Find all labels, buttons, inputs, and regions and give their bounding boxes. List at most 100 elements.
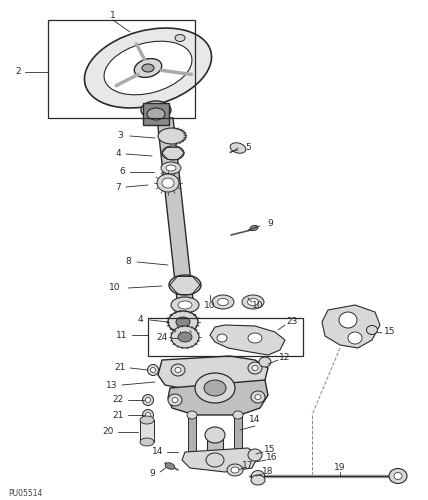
- Ellipse shape: [195, 373, 235, 403]
- Text: 8: 8: [125, 258, 131, 266]
- Text: 23: 23: [286, 318, 298, 326]
- Ellipse shape: [175, 368, 181, 372]
- Text: PU05514: PU05514: [8, 490, 42, 498]
- Text: 14: 14: [152, 448, 163, 456]
- Ellipse shape: [259, 357, 271, 367]
- Ellipse shape: [175, 34, 185, 42]
- Text: 6: 6: [119, 168, 125, 176]
- Ellipse shape: [187, 411, 197, 419]
- Text: 21: 21: [112, 410, 124, 420]
- Text: 15: 15: [384, 328, 396, 336]
- Ellipse shape: [251, 475, 265, 485]
- Ellipse shape: [176, 317, 190, 327]
- Ellipse shape: [104, 41, 192, 95]
- Bar: [148, 318, 303, 356]
- Ellipse shape: [217, 298, 229, 306]
- Polygon shape: [158, 356, 268, 390]
- Bar: [207, 435, 223, 460]
- Text: 16: 16: [266, 454, 278, 462]
- Text: 1: 1: [110, 12, 116, 20]
- Ellipse shape: [161, 162, 181, 174]
- Bar: [234, 415, 242, 455]
- Ellipse shape: [233, 411, 243, 419]
- Text: 2: 2: [15, 68, 21, 76]
- Ellipse shape: [252, 366, 258, 370]
- Text: 20: 20: [102, 428, 114, 436]
- Bar: [140, 420, 154, 442]
- Text: 10: 10: [109, 284, 121, 292]
- Text: 10: 10: [204, 300, 216, 310]
- Ellipse shape: [141, 101, 171, 119]
- Ellipse shape: [242, 295, 264, 309]
- Ellipse shape: [162, 146, 184, 160]
- Ellipse shape: [162, 178, 174, 188]
- Ellipse shape: [147, 108, 165, 120]
- Ellipse shape: [134, 58, 162, 78]
- Ellipse shape: [248, 449, 262, 461]
- Ellipse shape: [389, 468, 407, 483]
- Ellipse shape: [248, 333, 262, 343]
- Ellipse shape: [168, 394, 182, 406]
- Text: 3: 3: [117, 132, 123, 140]
- Polygon shape: [182, 448, 258, 472]
- Text: 14: 14: [250, 416, 261, 424]
- Text: 19: 19: [334, 464, 346, 472]
- Ellipse shape: [151, 368, 155, 372]
- Text: 7: 7: [115, 182, 121, 192]
- Ellipse shape: [140, 416, 154, 424]
- Ellipse shape: [146, 412, 151, 418]
- Text: 9: 9: [149, 470, 155, 478]
- Text: 24: 24: [156, 334, 168, 342]
- Ellipse shape: [158, 128, 186, 144]
- Bar: [188, 415, 196, 455]
- Ellipse shape: [339, 312, 357, 328]
- Ellipse shape: [366, 326, 377, 334]
- Text: 10: 10: [252, 300, 264, 310]
- Ellipse shape: [227, 464, 243, 476]
- Ellipse shape: [169, 275, 201, 295]
- Text: 9: 9: [267, 220, 273, 228]
- Ellipse shape: [157, 174, 179, 192]
- Polygon shape: [322, 305, 380, 348]
- Ellipse shape: [252, 470, 265, 482]
- Ellipse shape: [84, 28, 211, 108]
- Ellipse shape: [212, 295, 234, 309]
- Text: 12: 12: [279, 354, 291, 362]
- Ellipse shape: [248, 362, 262, 374]
- Ellipse shape: [143, 410, 154, 420]
- Ellipse shape: [250, 226, 258, 230]
- Text: 5: 5: [245, 144, 251, 152]
- Ellipse shape: [143, 394, 154, 406]
- Ellipse shape: [165, 462, 175, 469]
- Text: 17: 17: [242, 460, 254, 469]
- Ellipse shape: [394, 472, 402, 480]
- Ellipse shape: [255, 394, 261, 400]
- Ellipse shape: [217, 334, 227, 342]
- Bar: [143, 103, 169, 125]
- Ellipse shape: [247, 298, 259, 306]
- Ellipse shape: [178, 332, 192, 342]
- Text: 13: 13: [106, 380, 118, 390]
- Text: 11: 11: [116, 330, 128, 340]
- Ellipse shape: [171, 364, 185, 376]
- Polygon shape: [168, 380, 268, 415]
- Polygon shape: [157, 118, 193, 300]
- Ellipse shape: [140, 438, 154, 446]
- Ellipse shape: [166, 165, 176, 171]
- Text: 15: 15: [264, 446, 276, 454]
- Ellipse shape: [204, 380, 226, 396]
- Ellipse shape: [230, 142, 246, 154]
- Ellipse shape: [206, 453, 224, 467]
- Text: 18: 18: [262, 468, 274, 476]
- Ellipse shape: [171, 297, 199, 313]
- Polygon shape: [210, 325, 285, 355]
- Ellipse shape: [172, 398, 178, 402]
- Ellipse shape: [231, 467, 239, 473]
- Ellipse shape: [142, 64, 154, 72]
- Text: 22: 22: [113, 396, 124, 404]
- Text: 21: 21: [114, 364, 126, 372]
- Text: 4: 4: [137, 316, 143, 324]
- Bar: [48, 20, 195, 118]
- Ellipse shape: [171, 326, 199, 348]
- Ellipse shape: [251, 391, 265, 403]
